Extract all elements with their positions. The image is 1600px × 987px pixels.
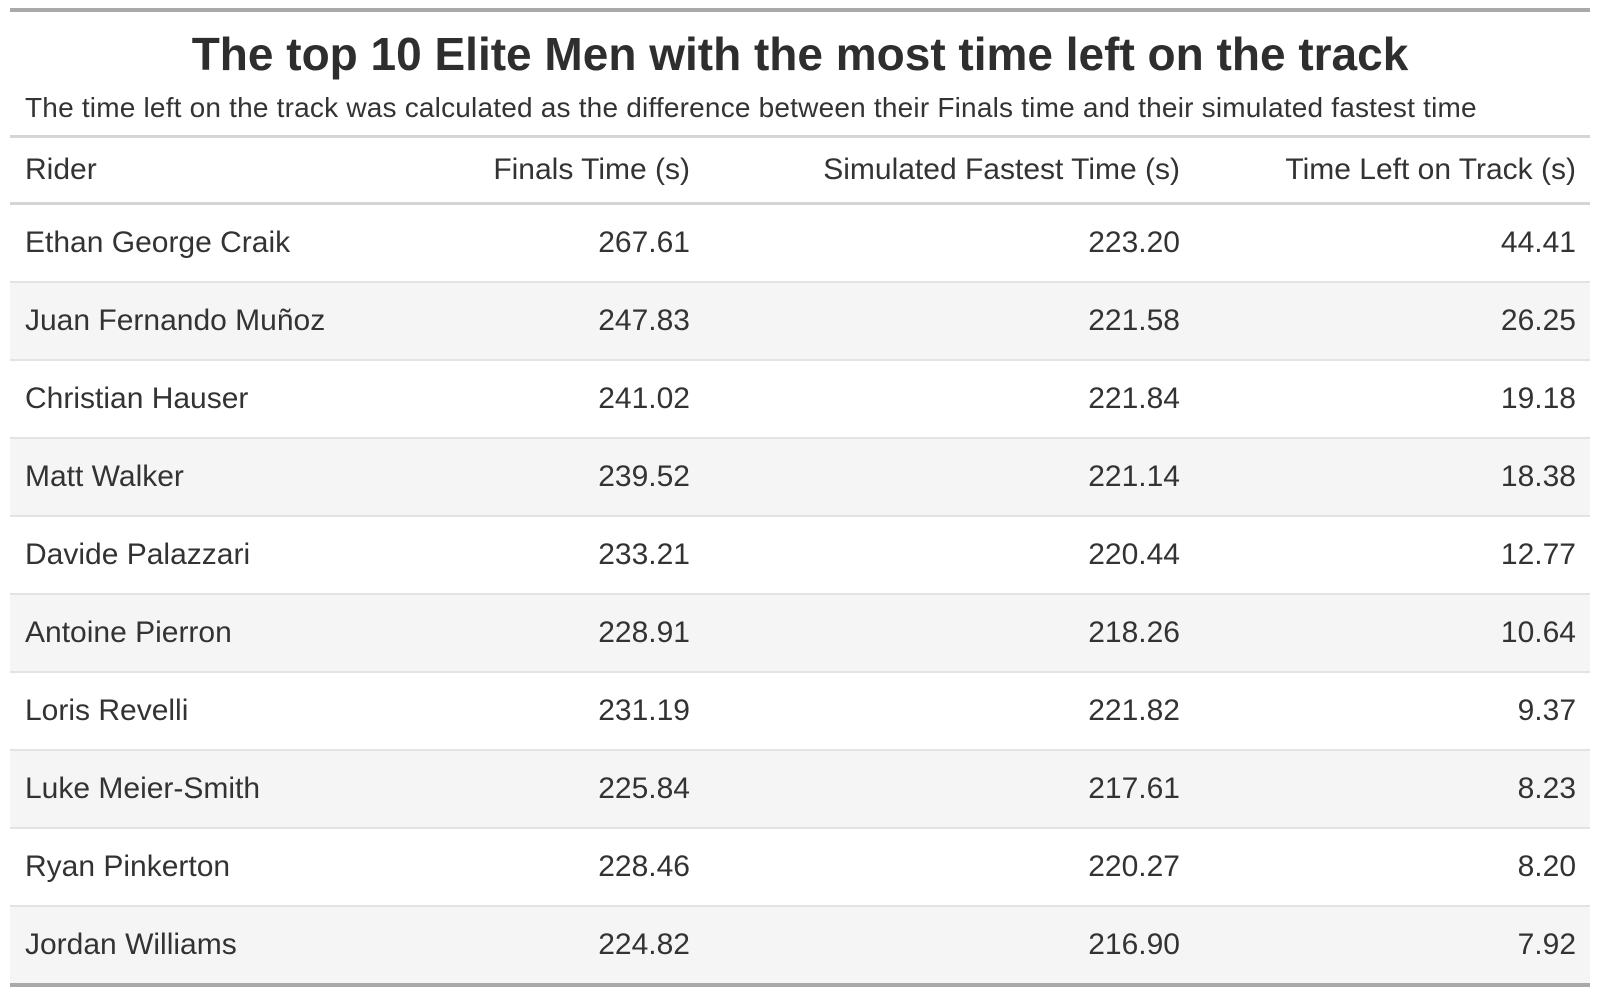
table-title: The top 10 Elite Men with the most time … (191, 28, 1409, 80)
cell-simulated-fastest-time: 218.26 (704, 592, 1194, 672)
table-row: Luke Meier-Smith 225.84 217.61 8.23 (10, 748, 1590, 828)
cell-simulated-fastest-time: 221.14 (704, 436, 1194, 516)
cell-simulated-fastest-time: 220.44 (704, 514, 1194, 594)
cell-time-left-on-track: 44.41 (1500, 225, 1576, 259)
cell-simulated-fastest-time: 220.27 (704, 826, 1194, 906)
cell-finals-time: 247.83 (450, 280, 704, 360)
column-header-simulated-fastest-time: Simulated Fastest Time (s) (704, 134, 1194, 205)
cell-time-left-on-track: 12.77 (1194, 514, 1590, 594)
table-row: Ethan George Craik 267.61 223.20 44.41 (10, 203, 1590, 282)
cell-finals-time: 233.21 (450, 514, 704, 594)
cell-rider: Matt Walker (10, 436, 450, 516)
cell-finals-time: 225.84 (450, 748, 704, 828)
cell-time-left-on-track: 19.18 (1194, 358, 1590, 438)
cell-time-left-on-track: 10.64 (1194, 592, 1590, 672)
header-row: Rider Finals Time (s) Simulated Fastest … (10, 134, 1590, 205)
cell-time-left-on-track: 7.92 (1194, 904, 1590, 983)
cell-time-left-on-track: 26.25 (1194, 280, 1590, 360)
cell-rider: Loris Revelli (10, 670, 450, 750)
cell-finals-time: 231.19 (450, 670, 704, 750)
cell-rider: Ethan George Craik (25, 225, 291, 259)
table-body: Ethan George Craik 267.61 223.20 44.41 Juan … (10, 203, 1590, 983)
table-container: The top 10 Elite Men with the most time … (10, 8, 1590, 987)
cell-rider: Luke Meier-Smith (10, 748, 450, 828)
cell-time-left-on-track: 8.23 (1194, 748, 1590, 828)
cell-simulated-fastest-time: 221.84 (704, 358, 1194, 438)
table-row: Christian Hauser 241.02 221.84 19.18 (10, 358, 1590, 438)
table-row: Juan Fernando Muñoz 247.83 221.58 26.25 (10, 280, 1590, 360)
cell-rider: Antoine Pierron (10, 592, 450, 672)
cell-rider: Juan Fernando Muñoz (10, 280, 450, 360)
table-row: Ryan Pinkerton 228.46 220.27 8.20 (10, 826, 1590, 906)
table-row: Loris Revelli 231.19 221.82 9.37 (10, 670, 1590, 750)
cell-rider: Davide Palazzari (10, 514, 450, 594)
table-row: Antoine Pierron 228.91 218.26 10.64 (10, 592, 1590, 672)
cell-simulated-fastest-time: 217.61 (704, 748, 1194, 828)
cell-finals-time: 228.46 (450, 826, 704, 906)
cell-finals-time: 267.61 (598, 225, 690, 259)
cell-finals-time: 239.52 (450, 436, 704, 516)
cell-finals-time: 228.91 (450, 592, 704, 672)
column-header-finals-time: Finals Time (s) (450, 134, 704, 205)
cell-finals-time: 224.82 (450, 904, 704, 983)
cell-finals-time: 241.02 (450, 358, 704, 438)
table-row: Davide Palazzari 233.21 220.44 12.77 (10, 514, 1590, 594)
column-header-time-left-on-track: Time Left on Track (s) (1194, 134, 1590, 205)
cell-rider: Christian Hauser (10, 358, 450, 438)
table-row: Matt Walker 239.52 221.14 18.38 (10, 436, 1590, 516)
cell-simulated-fastest-time: 221.82 (704, 670, 1194, 750)
table-row: Jordan Williams 224.82 216.90 7.92 (10, 904, 1590, 983)
cell-simulated-fastest-time: 221.58 (704, 280, 1194, 360)
column-header-rider: Rider (10, 134, 450, 205)
cell-time-left-on-track: 8.20 (1194, 826, 1590, 906)
cell-simulated-fastest-time: 216.90 (704, 904, 1194, 983)
table-subtitle: The time left on the track was calculate… (25, 92, 1477, 124)
cell-time-left-on-track: 9.37 (1194, 670, 1590, 750)
cell-rider: Jordan Williams (10, 904, 450, 983)
table-heading: The top 10 Elite Men with the most time … (10, 12, 1590, 135)
cell-time-left-on-track: 18.38 (1194, 436, 1590, 516)
cell-simulated-fastest-time: 223.20 (1088, 225, 1180, 259)
cell-rider: Ryan Pinkerton (10, 826, 450, 906)
data-table: Rider Finals Time (s) Simulated Fastest … (10, 134, 1590, 983)
